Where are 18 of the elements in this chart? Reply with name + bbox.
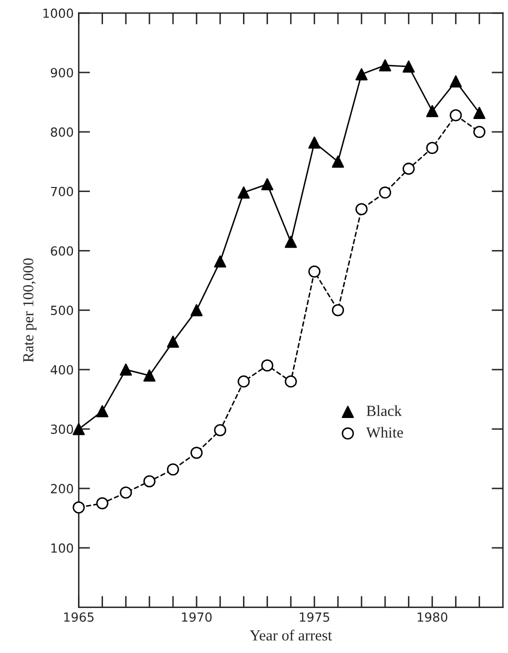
legend-label: White: [366, 426, 403, 438]
y-tick-label: 200: [50, 484, 74, 494]
y-tick-label: 400: [50, 365, 74, 375]
y-tick-label: 1000: [43, 8, 74, 18]
y-axis-title: Rate per 100,000: [23, 258, 37, 362]
y-tick-label: 800: [50, 127, 74, 137]
y-tick-label: 700: [51, 186, 74, 196]
x-tick-label: 1965: [64, 612, 94, 622]
y-tick-label: 600: [50, 246, 74, 256]
x-tick-label: 1980: [418, 612, 448, 622]
legend-label: Black: [366, 405, 402, 416]
y-tick-label: 900: [50, 68, 74, 78]
x-axis-title: Year of arrest: [250, 630, 332, 641]
y-tick-label: 500: [50, 306, 74, 316]
y-tick-label: 300: [50, 424, 74, 434]
y-tick-label: 100: [51, 543, 74, 553]
x-tick-label: 1970: [182, 612, 212, 622]
x-tick-label: 1975: [300, 612, 330, 622]
